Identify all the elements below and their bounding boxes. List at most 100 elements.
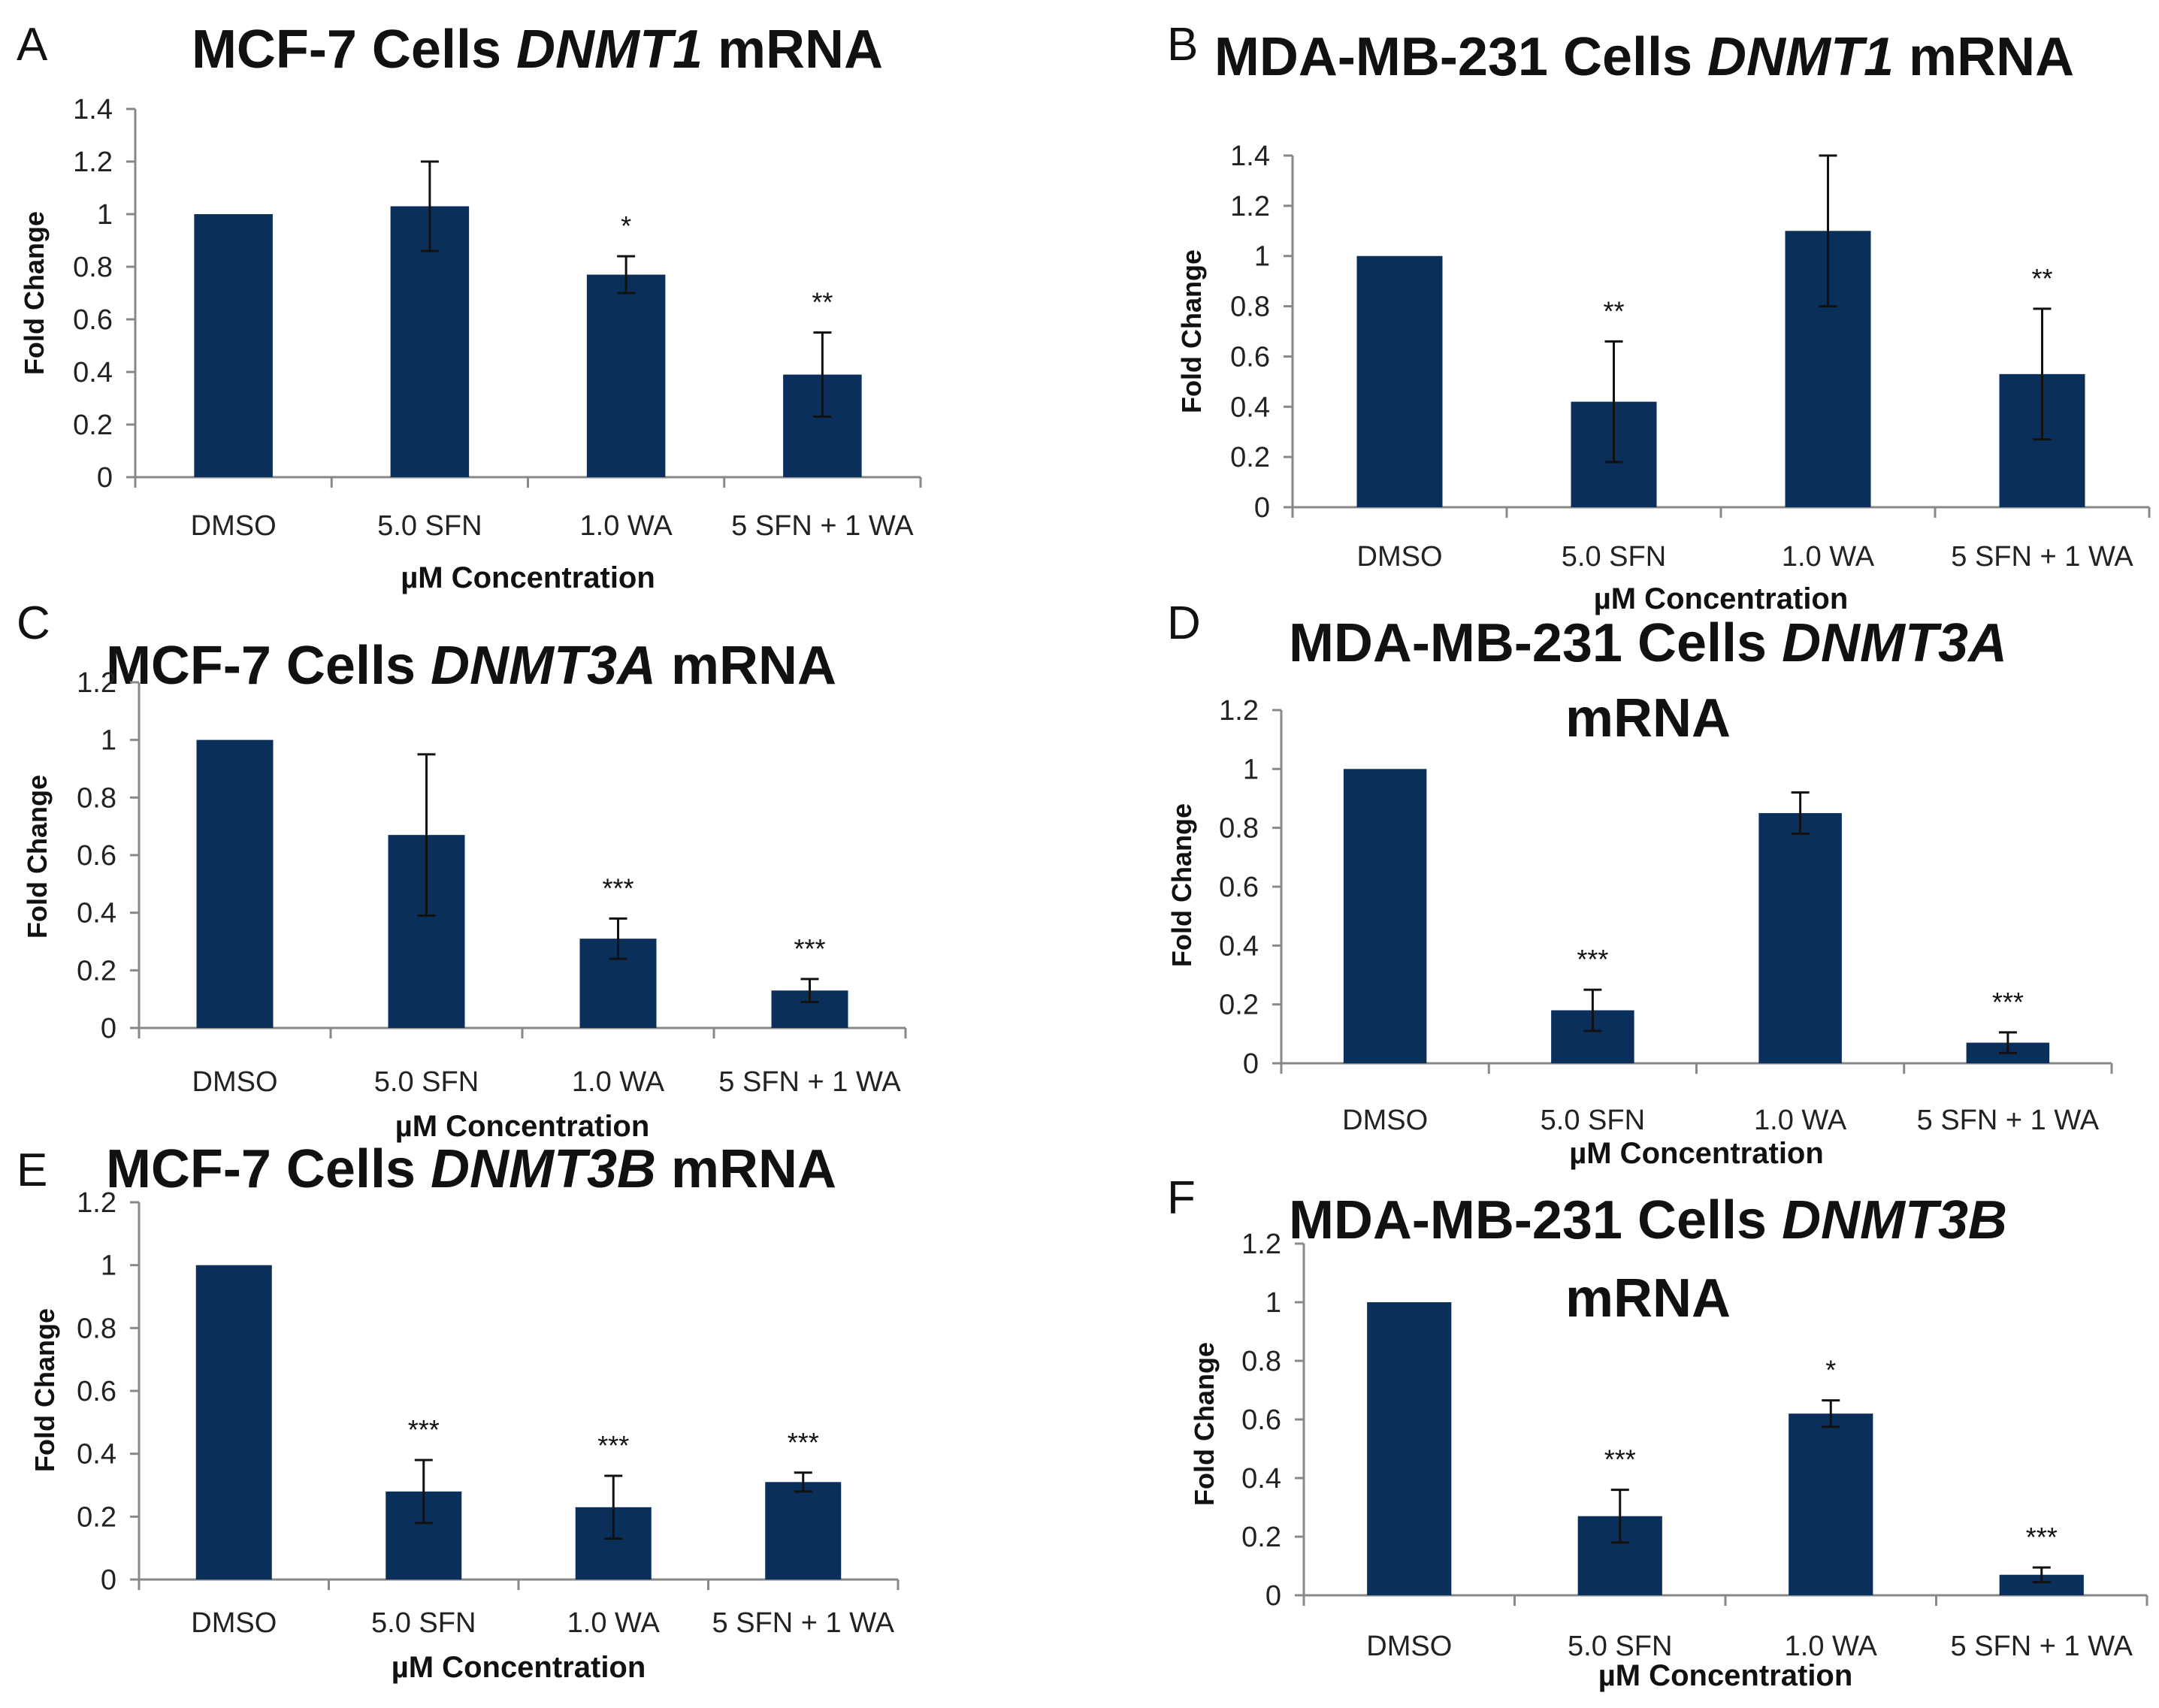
significance-marker: ** [2031, 263, 2052, 294]
significance-marker: *** [788, 1427, 819, 1458]
title-tail: mRNA [656, 1139, 836, 1199]
panel-d: D MDA-MB-231 Cells DNMT3A mRNA 0 0.2 0.4 0.6 0.… [1166, 597, 2113, 1170]
title-gene: DNMT3A [1782, 613, 2007, 673]
chart-title: MDA-MB-231 Cells DNMT3A [1289, 613, 2007, 673]
x-category-label: DMSO [191, 1607, 277, 1639]
y-tick-label: 1 [101, 1250, 116, 1282]
y-tick-label: 0.8 [1241, 1346, 1281, 1377]
title-text: MCF-7 Cells [106, 636, 431, 696]
y-tick-label: 0.8 [77, 1313, 116, 1344]
x-category-label: DMSO [1366, 1631, 1452, 1662]
x-category-label: 1.0 WA [567, 1607, 661, 1639]
y-tick-label: 0.8 [77, 782, 116, 814]
y-tick-label: 0.6 [77, 840, 116, 872]
chart-title-line2: mRNA [1565, 688, 1731, 748]
bar-dmso [1356, 255, 1443, 507]
x-category-label: DMSO [1357, 541, 1443, 573]
y-tick-label: 0.2 [1241, 1522, 1281, 1553]
significance-marker: *** [2026, 1522, 2058, 1552]
y-axis-label: Fold Change [1189, 1342, 1220, 1506]
y-tick-label: 1 [1265, 1287, 1281, 1319]
y-tick-label: 0.4 [77, 1439, 116, 1471]
significance-marker: *** [794, 933, 825, 964]
x-category-label: 1.0 WA [1754, 1105, 1847, 1136]
y-tick-label: 0.4 [77, 898, 116, 930]
x-category-label: 5.0 SFN [371, 1607, 476, 1639]
chart-title: MDA-MB-231 Cells DNMT1 mRNA [1214, 27, 2074, 87]
significance-marker: *** [597, 1430, 629, 1461]
x-category-label: 5.0 SFN [1541, 1105, 1645, 1136]
significance-marker: *** [408, 1414, 440, 1445]
panel-c: C MCF-7 Cells DNMT3A mRNA 0 0.2 0.4 0.6 0.8 1 1.… [17, 597, 907, 1143]
y-tick-label: 1.2 [73, 147, 113, 178]
y-tick-label: 1.2 [77, 1187, 116, 1219]
significance-marker: ** [1603, 295, 1624, 326]
y-axis-label: Fold Change [1176, 249, 1207, 413]
x-category-label: 5.0 SFN [1568, 1631, 1672, 1662]
panel-e: E MCF-7 Cells DNMT3B mRNA 0 0.2 0.4 0.6 0.8 1 1.… [17, 1139, 900, 1684]
y-tick-label: 0 [1254, 492, 1270, 524]
x-category-label: 1.0 WA [572, 1066, 665, 1098]
y-axis-label: Fold Change [1166, 803, 1197, 967]
x-category-label: 5.0 SFN [377, 510, 482, 542]
y-tick-label: 0.6 [1230, 341, 1270, 373]
significance-marker: *** [1577, 944, 1608, 975]
title-gene: DNMT1 [516, 20, 703, 80]
bar-dmso [1343, 769, 1427, 1063]
bar-1-0-wa [586, 274, 666, 477]
title-gene: DNMT1 [1707, 27, 1894, 87]
x-category-label: DMSO [192, 1066, 278, 1098]
y-tick-label: 0 [101, 1013, 116, 1044]
x-category-label: DMSO [1342, 1105, 1428, 1136]
title-tail: mRNA [656, 636, 836, 696]
y-tick-label: 0 [101, 1564, 116, 1596]
title-text: MDA-MB-231 Cells [1214, 27, 1707, 87]
bar-dmso [194, 214, 273, 477]
significance-marker: * [621, 210, 631, 241]
y-tick-label: 1 [1254, 241, 1270, 273]
chart-title: MCF-7 Cells DNMT3A mRNA [106, 636, 836, 696]
chart-title: MDA-MB-231 Cells DNMT3B [1289, 1190, 2007, 1250]
x-axis-label: µM Concentration [1598, 1659, 1853, 1692]
y-tick-label: 0.8 [1230, 292, 1270, 323]
x-category-label: 5 SFN + 1 WA [731, 510, 914, 542]
y-tick-label: 1 [1243, 754, 1259, 785]
chart-title: MCF-7 Cells DNMT1 mRNA [192, 20, 883, 80]
x-category-label: 5 SFN + 1 WA [712, 1607, 895, 1639]
bar-1-0-wa [1758, 813, 1842, 1063]
y-tick-label: 0.4 [1230, 391, 1270, 423]
title-gene: DNMT3B [1782, 1190, 2007, 1250]
panel-f: F MDA-MB-231 Cells DNMT3B mRNA 0 0.2 0.4 0.6 0.… [1167, 1172, 2148, 1692]
panel-letter: A [17, 19, 48, 71]
y-tick-label: 0 [97, 462, 113, 494]
y-tick-label: 1 [97, 199, 113, 231]
x-category-label: 1.0 WA [1785, 1631, 1878, 1662]
chart-title: MCF-7 Cells DNMT3B mRNA [106, 1139, 836, 1199]
y-tick-label: 0.6 [77, 1376, 116, 1407]
x-category-label: DMSO [191, 510, 277, 542]
y-axis-label: Fold Change [29, 1308, 60, 1472]
y-tick-label: 0.8 [1219, 813, 1259, 845]
y-axis-label: Fold Change [19, 211, 50, 375]
title-text: MDA-MB-231 Cells [1289, 1190, 1782, 1250]
y-tick-label: 0.2 [1219, 990, 1259, 1021]
title-tail: mRNA [1894, 27, 2074, 87]
significance-marker: * [1825, 1355, 1836, 1386]
y-tick-label: 0 [1265, 1580, 1281, 1612]
title-text: MCF-7 Cells [106, 1139, 431, 1199]
x-axis-label: µM Concentration [395, 1110, 650, 1143]
y-tick-label: 0.2 [1230, 442, 1270, 473]
x-category-label: 5 SFN + 1 WA [718, 1066, 901, 1098]
chart-title-line2: mRNA [1565, 1268, 1731, 1329]
bar-5-sfn-1-wa [765, 1482, 842, 1580]
x-axis-label: µM Concentration [392, 1651, 646, 1684]
x-category-label: 5 SFN + 1 WA [1917, 1105, 2100, 1136]
y-tick-label: 0.4 [73, 357, 113, 388]
y-axis-label: Fold Change [22, 775, 53, 939]
bar-dmso [196, 739, 274, 1028]
y-tick-label: 0.2 [77, 955, 116, 987]
significance-marker: *** [1604, 1444, 1636, 1475]
panel-letter: C [17, 597, 50, 649]
x-category-label: 1.0 WA [1782, 541, 1875, 573]
bar-1-0-wa [1789, 1413, 1873, 1595]
